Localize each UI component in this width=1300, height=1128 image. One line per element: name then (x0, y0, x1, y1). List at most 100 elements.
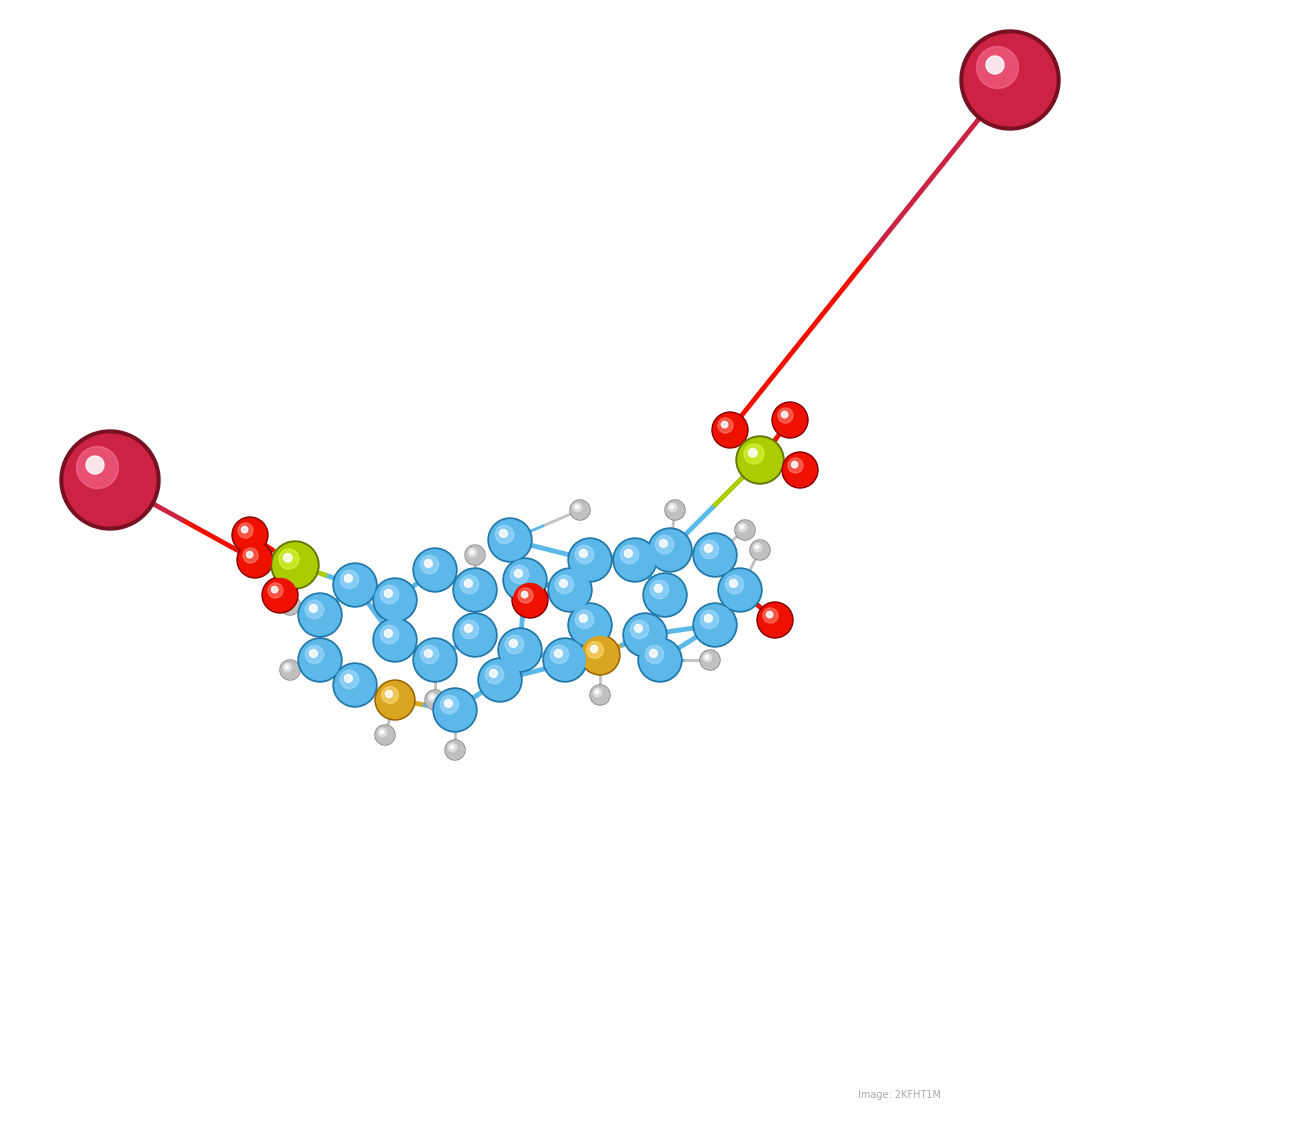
Circle shape (452, 613, 497, 656)
Circle shape (426, 690, 445, 710)
Circle shape (792, 461, 798, 468)
Circle shape (645, 575, 685, 615)
Circle shape (623, 613, 667, 656)
Circle shape (433, 688, 477, 732)
Circle shape (575, 505, 578, 509)
Circle shape (750, 540, 770, 559)
Circle shape (757, 602, 793, 638)
Circle shape (378, 729, 386, 737)
Circle shape (590, 645, 598, 653)
Circle shape (638, 638, 682, 682)
Circle shape (694, 605, 736, 645)
Circle shape (238, 544, 272, 576)
Circle shape (720, 570, 760, 610)
Circle shape (237, 541, 273, 578)
Circle shape (569, 500, 590, 520)
Circle shape (736, 437, 784, 484)
Circle shape (425, 690, 445, 710)
Circle shape (306, 645, 324, 663)
Circle shape (510, 640, 517, 647)
Circle shape (298, 593, 342, 637)
Circle shape (650, 580, 668, 599)
Circle shape (234, 519, 266, 552)
Circle shape (705, 545, 712, 553)
Circle shape (580, 615, 588, 623)
Circle shape (471, 550, 473, 554)
Circle shape (580, 635, 620, 675)
Circle shape (488, 518, 532, 562)
Circle shape (64, 434, 156, 526)
Circle shape (772, 402, 809, 438)
Circle shape (650, 530, 690, 571)
Circle shape (630, 620, 649, 638)
Circle shape (580, 549, 588, 557)
Circle shape (734, 520, 755, 540)
Circle shape (666, 500, 685, 520)
Circle shape (699, 650, 720, 670)
Circle shape (335, 565, 376, 606)
Circle shape (506, 635, 524, 654)
Circle shape (705, 615, 712, 623)
Circle shape (448, 743, 456, 751)
Circle shape (718, 569, 762, 613)
Circle shape (555, 575, 573, 593)
Circle shape (415, 549, 455, 590)
Circle shape (341, 571, 359, 589)
Circle shape (374, 580, 415, 620)
Circle shape (788, 458, 803, 473)
Circle shape (420, 645, 438, 663)
Circle shape (671, 505, 673, 509)
Circle shape (590, 686, 610, 704)
Circle shape (490, 520, 530, 561)
Circle shape (753, 544, 762, 552)
Circle shape (455, 615, 495, 655)
Circle shape (625, 615, 666, 655)
Circle shape (749, 449, 757, 457)
Circle shape (465, 545, 485, 565)
Circle shape (645, 645, 664, 663)
Circle shape (740, 526, 744, 529)
Circle shape (666, 501, 684, 519)
Circle shape (86, 456, 104, 474)
Circle shape (281, 596, 299, 615)
Circle shape (264, 579, 296, 611)
Circle shape (590, 685, 610, 705)
Circle shape (559, 580, 567, 588)
Circle shape (738, 438, 783, 482)
Circle shape (455, 570, 495, 610)
Circle shape (283, 554, 292, 562)
Circle shape (344, 675, 352, 682)
Circle shape (441, 695, 459, 714)
Circle shape (644, 573, 686, 617)
Circle shape (485, 666, 503, 684)
Circle shape (285, 600, 289, 603)
Circle shape (615, 540, 655, 580)
Circle shape (705, 655, 708, 659)
Circle shape (581, 636, 619, 673)
Circle shape (586, 642, 603, 659)
Circle shape (512, 582, 549, 618)
Circle shape (464, 625, 472, 633)
Circle shape (722, 422, 728, 428)
Circle shape (452, 569, 497, 613)
Circle shape (281, 661, 299, 679)
Circle shape (460, 575, 478, 593)
Circle shape (744, 444, 764, 464)
Circle shape (755, 545, 759, 549)
Circle shape (344, 574, 352, 582)
Circle shape (517, 588, 533, 603)
Circle shape (751, 540, 770, 559)
Text: Image: 2KFHT1M: Image: 2KFHT1M (858, 1090, 941, 1100)
Circle shape (374, 619, 415, 660)
Circle shape (298, 638, 342, 682)
Circle shape (521, 591, 528, 598)
Circle shape (373, 578, 417, 622)
Circle shape (576, 610, 594, 628)
Circle shape (465, 546, 484, 564)
Circle shape (515, 570, 523, 578)
Circle shape (77, 447, 118, 488)
Circle shape (499, 629, 541, 670)
Circle shape (424, 650, 433, 658)
Circle shape (460, 620, 478, 638)
Circle shape (783, 452, 818, 488)
